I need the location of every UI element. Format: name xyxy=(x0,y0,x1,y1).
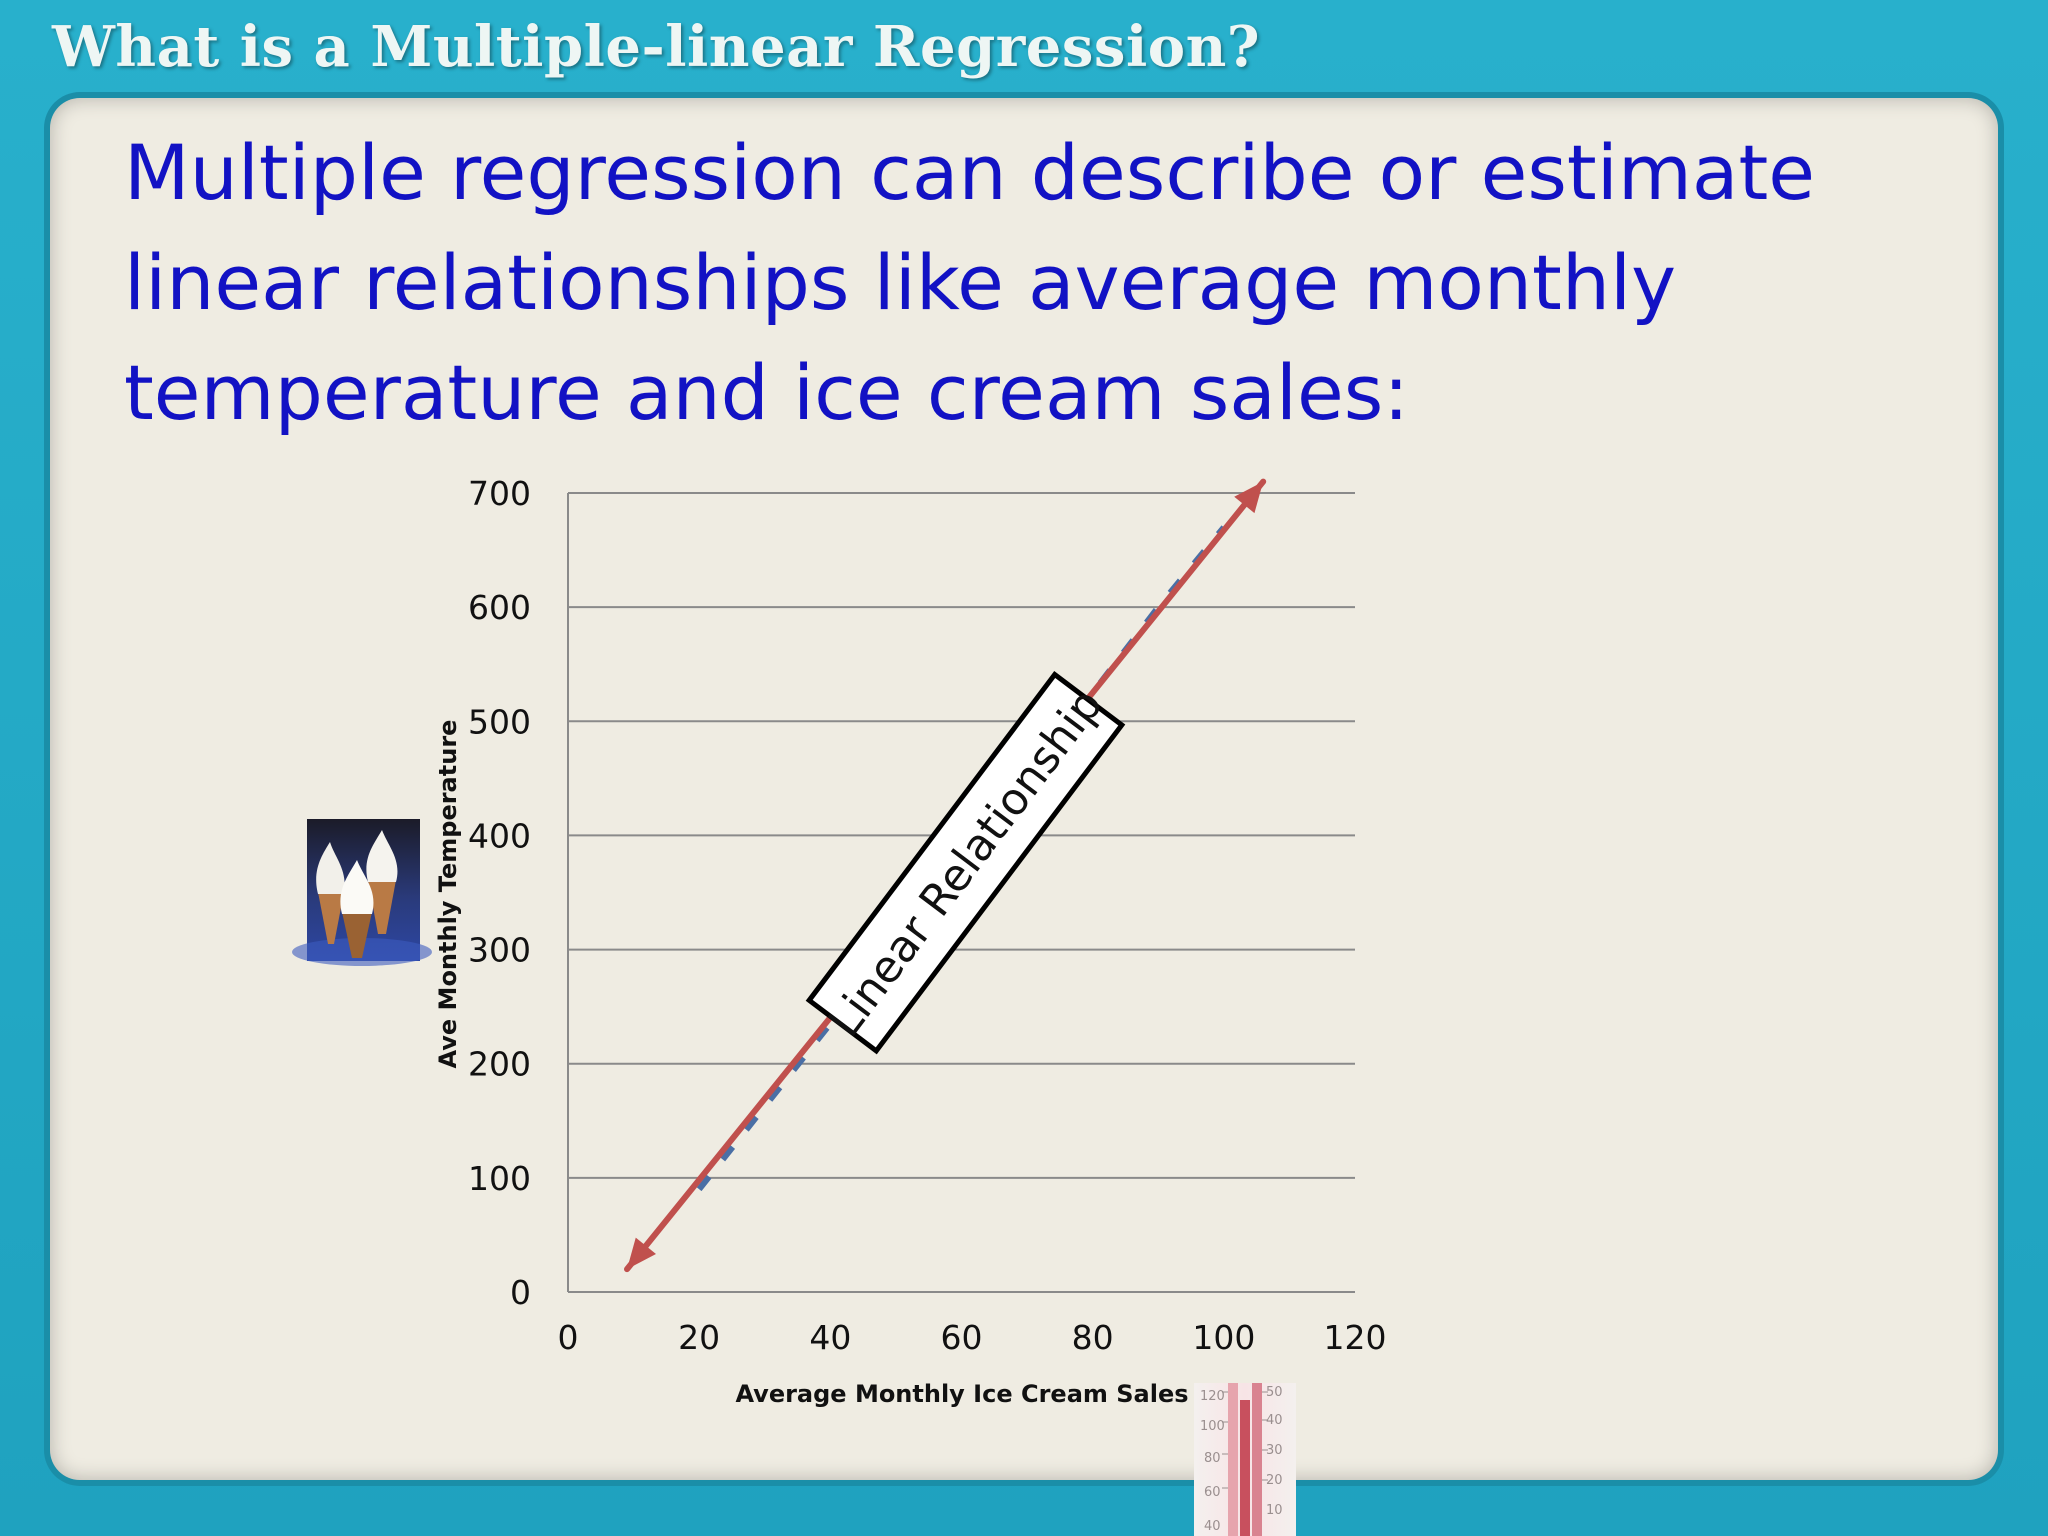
svg-text:50: 50 xyxy=(1266,1385,1283,1400)
svg-text:40: 40 xyxy=(1204,1519,1221,1534)
annotation-group: Linear Relationship xyxy=(805,670,1126,1055)
svg-text:120: 120 xyxy=(1200,1389,1225,1404)
y-tick-label: 0 xyxy=(510,1273,531,1312)
x-tick-labels: 0 20 40 60 80 100 120 xyxy=(558,1318,1387,1357)
y-tick-label: 700 xyxy=(468,474,531,513)
y-tick-label: 300 xyxy=(468,931,531,970)
x-tick-label: 120 xyxy=(1324,1318,1387,1357)
x-tick-label: 80 xyxy=(1072,1318,1114,1357)
x-tick-label: 100 xyxy=(1192,1318,1255,1357)
y-tick-label: 400 xyxy=(468,816,531,855)
svg-text:10: 10 xyxy=(1266,1503,1283,1518)
annotation-box-rect xyxy=(805,670,1126,1055)
y-tick-label: 500 xyxy=(468,702,531,741)
svg-text:100: 100 xyxy=(1200,1419,1225,1434)
thermometer-photo: 120 100 80 60 40 50 40 30 20 10 xyxy=(1194,1383,1296,1536)
arrowhead-start xyxy=(627,1237,656,1270)
svg-text:20: 20 xyxy=(1266,1473,1283,1488)
svg-text:60: 60 xyxy=(1204,1485,1221,1500)
x-tick-label: 0 xyxy=(558,1318,579,1357)
x-tick-label: 40 xyxy=(809,1318,851,1357)
y-tick-label: 200 xyxy=(468,1045,531,1084)
annotation-box: Linear Relationship xyxy=(805,670,1126,1055)
svg-text:40: 40 xyxy=(1266,1413,1283,1428)
x-tick-label: 60 xyxy=(941,1318,983,1357)
slide-title: What is a Multiple-linear Regression? xyxy=(52,14,1261,80)
x-axis-label: Average Monthly Ice Cream Sales xyxy=(735,1380,1188,1408)
svg-text:30: 30 xyxy=(1266,1443,1283,1458)
svg-text:80: 80 xyxy=(1204,1451,1221,1466)
annotation-text: Linear Relationship xyxy=(819,680,1113,1047)
y-axis-label: Ave Monthly Temperature xyxy=(434,720,462,1069)
x-tick-label: 20 xyxy=(678,1318,720,1357)
y-tick-labels: 0 100 200 300 400 500 600 700 xyxy=(468,474,531,1312)
body-text: Multiple regression can describe or esti… xyxy=(124,128,1815,437)
chart-axes xyxy=(567,493,1355,1293)
ice-cream-cones-photo xyxy=(292,819,432,966)
y-tick-label: 600 xyxy=(468,588,531,627)
arrowhead-end xyxy=(1234,481,1264,514)
y-tick-label: 100 xyxy=(468,1159,531,1198)
